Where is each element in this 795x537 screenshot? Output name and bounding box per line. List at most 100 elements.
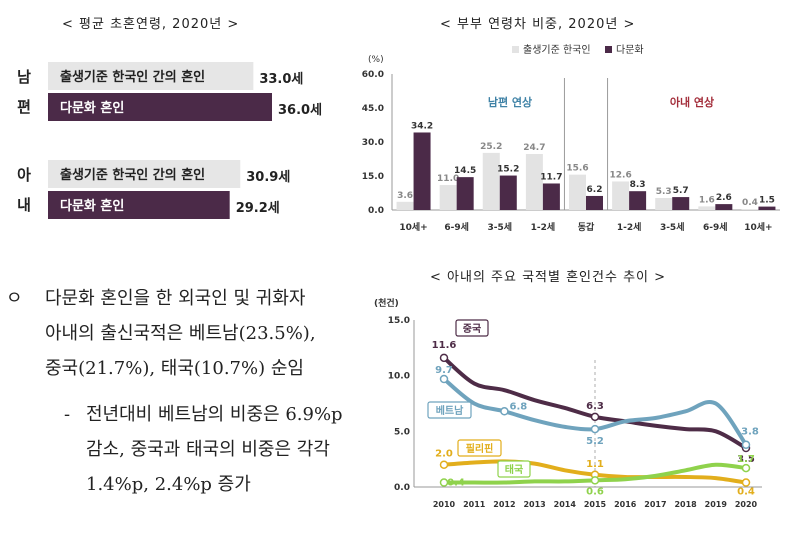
age-bar <box>48 62 254 90</box>
data-label: 0.6 <box>586 486 604 497</box>
age-bar <box>48 191 230 219</box>
series-name-label: 태국 <box>505 463 523 476</box>
x-tick-label: 6-9세 <box>703 221 728 233</box>
y-tick-label: 0.0 <box>368 206 384 216</box>
y-tick-label: 15.0 <box>362 172 384 182</box>
bullet-mark: ㅇ <box>6 288 23 309</box>
x-tick-label: 2011 <box>463 500 486 509</box>
x-tick-label: 2016 <box>614 500 637 509</box>
legend-swatch <box>605 46 612 53</box>
data-label: 24.7 <box>523 143 545 153</box>
bar <box>439 185 457 210</box>
bar <box>542 183 560 210</box>
y-tick-label: 45.0 <box>362 104 384 114</box>
series-name-box <box>427 401 472 419</box>
bar <box>672 197 690 210</box>
data-point <box>439 460 449 469</box>
data-label: 15.2 <box>497 165 519 175</box>
data-label: 1.1 <box>586 459 604 470</box>
data-label: 9.7 <box>435 365 453 376</box>
age-bar <box>48 93 272 121</box>
data-point <box>590 412 600 422</box>
nationality-trend-chart: (천건) 15.0 10.0 5.0 0.0 2010 2011 2012 2013 2014 20… <box>374 297 762 509</box>
series-name-label: 베트남 <box>436 404 464 417</box>
bar <box>629 191 647 210</box>
data-label: 1.5 <box>759 196 775 206</box>
bullet-line-3: 중국(21.7%), 태국(10.7%) 순임 <box>45 358 304 379</box>
x-tick-label: 2020 <box>735 500 758 509</box>
series-name-label: 필리핀 <box>466 442 494 455</box>
bar <box>586 195 603 210</box>
legend-swatch <box>512 46 519 53</box>
x-tick-label: 2013 <box>523 500 545 509</box>
data-label: 2.6 <box>716 193 732 203</box>
age-value-label: 36.0세 <box>278 103 322 118</box>
group-label-char: 아 <box>17 166 31 184</box>
series-name-box <box>497 460 531 478</box>
bar <box>569 174 586 210</box>
data-point <box>741 463 751 473</box>
series-name-box <box>457 439 502 457</box>
data-label: 11.0 <box>437 174 459 184</box>
data-point <box>741 440 751 449</box>
x-tick-label: 2014 <box>554 500 577 509</box>
age-bar-label: 출생기준 한국인 간의 혼인 <box>60 167 205 183</box>
data-label: 0.4 <box>737 487 755 498</box>
data-label: 0.4 <box>447 478 465 489</box>
x-tick-label: 2012 <box>493 500 515 509</box>
x-tick-label: 6-9세 <box>444 221 469 233</box>
bar <box>525 154 543 210</box>
bar <box>698 206 716 210</box>
age-bar-label: 다문화 혼인 <box>60 100 124 116</box>
x-tick-label: 10세+ <box>399 221 427 233</box>
y-tick-label: 60.0 <box>362 70 384 80</box>
age-bar-label: 출생기준 한국인 간의 혼인 <box>60 69 205 85</box>
section-label: 아내 연상 <box>670 95 714 109</box>
bar <box>456 177 474 210</box>
data-label: 8.3 <box>630 180 646 190</box>
y-axis-unit: (%) <box>368 55 384 65</box>
series-name-box <box>455 319 489 337</box>
y-tick-label: 5.0 <box>394 427 410 437</box>
data-label: 14.5 <box>454 166 476 176</box>
dash-line-1: 전년대비 베트남의 비중은 6.9%p <box>86 404 343 425</box>
age-value-label: 29.2세 <box>236 201 280 216</box>
age-bar-label: 다문화 혼인 <box>60 198 124 214</box>
chart3-title: < 아내의 주요 국적별 혼인건수 추이 > <box>430 270 667 285</box>
dash-line-3: 1.4%p, 2.4%p 증가 <box>86 474 251 495</box>
bar <box>413 132 431 210</box>
data-label: 2.0 <box>435 449 453 460</box>
group-label-char: 내 <box>17 196 31 214</box>
data-label: 0.4 <box>742 198 758 208</box>
data-point <box>590 424 600 434</box>
data-point <box>741 478 751 487</box>
data-label: 11.7 <box>540 172 562 182</box>
legend-label: 출생기준 한국인 <box>523 44 591 56</box>
y-tick-label: 10.0 <box>388 372 410 382</box>
data-label: 3.5 <box>737 454 755 465</box>
data-label: 1.6 <box>699 195 715 205</box>
bar <box>482 152 500 210</box>
chart1-title: < 평균 초혼연령, 2020년 > <box>62 17 240 32</box>
x-tick-label: 2017 <box>644 500 666 509</box>
y-tick-label: 0.0 <box>394 483 410 493</box>
legend-label: 다문화 <box>616 44 644 56</box>
data-point <box>500 407 509 416</box>
data-label: 1.7 <box>737 454 755 465</box>
chart2-title: < 부부 연령차 비중, 2020년 > <box>440 17 636 32</box>
data-label: 34.2 <box>411 121 433 131</box>
bullet-line-2: 아내의 출신국적은 베트남(23.5%), <box>45 323 316 344</box>
data-point <box>590 476 600 485</box>
bar <box>655 197 673 210</box>
data-label: 3.8 <box>741 427 759 438</box>
bar <box>612 181 630 210</box>
data-point <box>439 353 449 363</box>
age-value-label: 30.9세 <box>246 170 290 185</box>
x-tick-label: 3-5세 <box>660 221 685 233</box>
x-tick-label: 3-5세 <box>488 221 513 233</box>
data-label: 12.6 <box>610 170 632 180</box>
data-label: 15.6 <box>566 164 588 174</box>
x-tick-label: 2018 <box>674 500 697 509</box>
data-label: 5.2 <box>586 436 604 447</box>
